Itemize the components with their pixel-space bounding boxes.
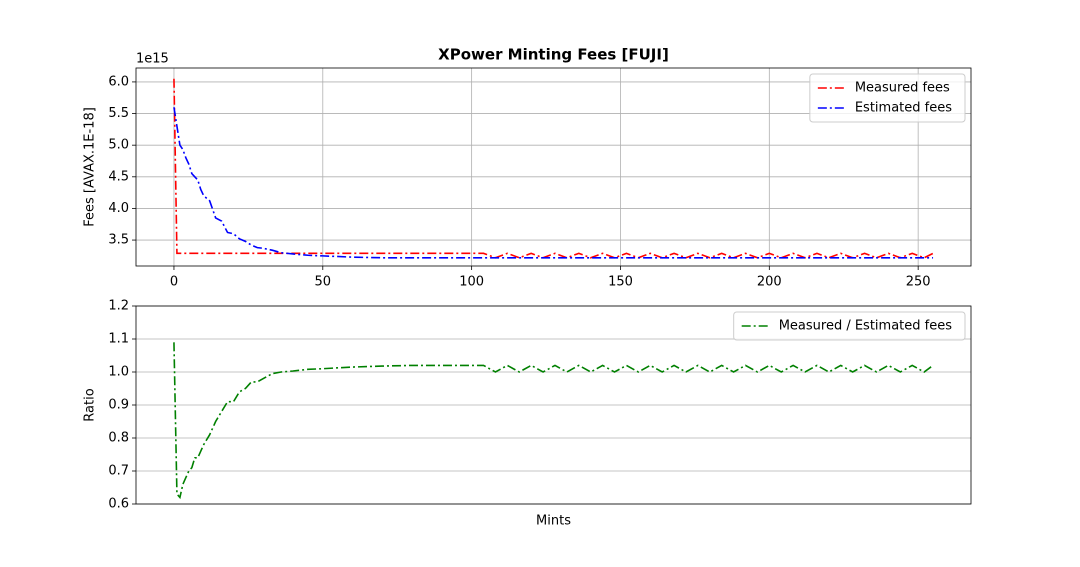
y-tick-label: 0.7 bbox=[108, 464, 129, 479]
y-tick-label: 1.2 bbox=[108, 299, 129, 314]
y-axis-label: Ratio bbox=[83, 388, 98, 421]
legend: Measured / Estimated fees bbox=[741, 319, 953, 334]
axes: 0.6 0.7 0.8 0.9 1.0 1.1 1.2 Ratio Mints Measured … bbox=[83, 299, 972, 529]
y-tick-label: 5.5 bbox=[108, 106, 129, 121]
legend-frame bbox=[733, 311, 966, 341]
x-tick-label: 100 bbox=[459, 275, 484, 290]
legend-label: Estimated fees bbox=[855, 101, 952, 116]
series-line bbox=[173, 78, 934, 259]
y-tick-label: 0.8 bbox=[108, 431, 129, 446]
axes: 3.5 4.0 4.5 5.0 5.5 6.0 0 50 100 150 200 250 XPower … bbox=[83, 46, 972, 290]
y-tick-label: 1.0 bbox=[108, 365, 129, 380]
legend: Measured fees Estimated fees bbox=[817, 81, 952, 116]
legend-label: Measured fees bbox=[855, 81, 950, 96]
x-tick-label: 50 bbox=[315, 275, 332, 290]
y-tick-label: 4.0 bbox=[108, 201, 129, 216]
y-tick-label: 0.6 bbox=[108, 497, 129, 512]
legend-label: Measured / Estimated fees bbox=[779, 319, 953, 334]
x-tick-label: 250 bbox=[906, 275, 931, 290]
y-tick-label: 4.5 bbox=[108, 169, 129, 184]
y-tick-label: 3.5 bbox=[108, 233, 129, 248]
x-tick-label: 200 bbox=[757, 275, 782, 290]
y-offset-label: 1e15 bbox=[136, 52, 169, 67]
y-tick-label: 1.1 bbox=[108, 332, 129, 347]
series-line bbox=[173, 107, 934, 259]
y-tick-label: 5.0 bbox=[108, 138, 129, 153]
series-line bbox=[173, 342, 934, 500]
legend-frame bbox=[809, 73, 966, 123]
x-tick-label: 150 bbox=[608, 275, 633, 290]
axes-frame bbox=[135, 305, 972, 505]
y-tick-label: 6.0 bbox=[108, 74, 129, 89]
y-tick-label: 0.9 bbox=[108, 398, 129, 413]
y-axis-label: Fees [AVAX.1E-18] bbox=[83, 107, 98, 227]
x-axis-label: Mints bbox=[536, 514, 571, 529]
axes-frame bbox=[135, 67, 972, 267]
x-tick-label: 0 bbox=[170, 275, 178, 290]
chart-title: XPower Minting Fees [FUJI] bbox=[438, 46, 669, 64]
